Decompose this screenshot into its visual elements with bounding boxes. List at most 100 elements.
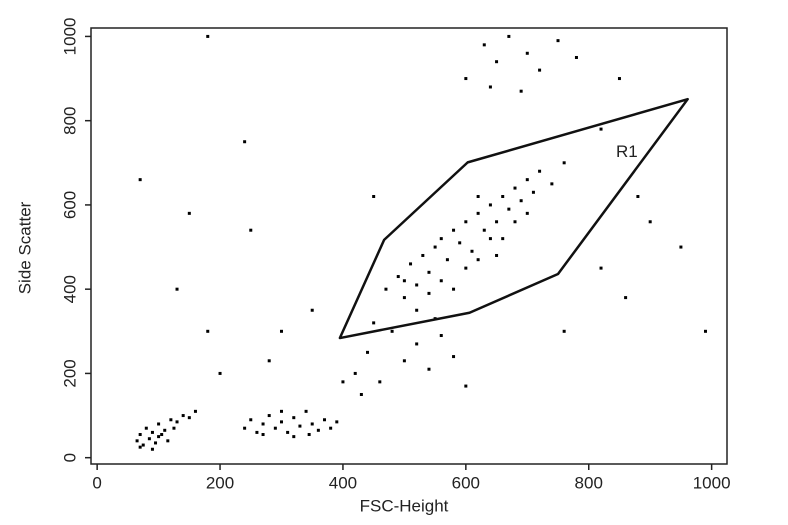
point [415,283,419,287]
gate-label: R1 [616,142,638,161]
point [187,416,191,420]
point [135,439,139,443]
point [599,127,603,131]
point [243,140,247,144]
point [495,60,499,64]
point [147,437,151,441]
point [464,77,468,81]
point [574,55,578,59]
point [172,426,176,430]
point [255,430,259,434]
point [329,426,333,430]
plot-frame [90,27,728,465]
x-tick-label: 800 [575,473,603,492]
point [531,190,535,194]
point [206,329,210,333]
y-tick-label: 600 [60,191,79,219]
point [525,51,529,55]
point [464,266,468,270]
point [138,178,142,182]
point [427,367,431,371]
point [476,258,480,262]
point [445,258,449,262]
point [427,270,431,274]
point [249,418,253,422]
point [144,426,148,430]
point [150,430,154,434]
point [402,279,406,283]
point [452,287,456,291]
point [488,203,492,207]
point [166,439,170,443]
point [384,287,388,291]
x-tick-label: 600 [452,473,480,492]
y-tick-label: 200 [60,359,79,387]
point [157,422,161,426]
gate-polygon [338,97,689,340]
point [310,308,314,312]
point [525,178,529,182]
point [636,195,640,199]
point [562,161,566,165]
point [679,245,683,249]
point [267,359,271,363]
point [163,428,167,432]
point [359,392,363,396]
point [538,169,542,173]
point [292,435,296,439]
x-axis-label: FSC-Height [360,496,449,515]
point [243,426,247,430]
point [648,220,652,224]
point [519,89,523,93]
y-tick-label: 800 [60,106,79,134]
point [464,384,468,388]
point [390,329,394,333]
point [175,287,179,291]
point [452,355,456,359]
x-tick-label: 1000 [693,473,731,492]
point [141,443,145,447]
point [307,433,311,437]
point [169,418,173,422]
point [323,418,327,422]
y-axis-label: Side Scatter [15,201,34,294]
point [150,447,154,451]
point [335,420,339,424]
point [617,77,621,81]
point [304,409,308,413]
x-tick-label: 400 [329,473,357,492]
point [415,308,419,312]
point [513,220,517,224]
point [366,350,370,354]
point [519,199,523,203]
point [470,249,474,253]
point [157,435,161,439]
point [599,266,603,270]
point [458,241,462,245]
point [550,182,554,186]
point [279,420,283,424]
point [562,329,566,333]
point [433,245,437,249]
point [482,43,486,47]
point [396,275,400,279]
point [476,211,480,215]
point [378,380,382,384]
point [507,34,511,38]
point [261,433,265,437]
point [513,186,517,190]
point [495,253,499,257]
point [703,329,707,333]
point [160,433,164,437]
y-tick-label: 400 [60,275,79,303]
point [261,422,265,426]
point [316,428,320,432]
point [501,237,505,241]
point [138,445,142,449]
point [298,424,302,428]
y-tick-label: 1000 [60,18,79,56]
point [218,371,222,375]
point [138,433,142,437]
x-tick-label: 200 [206,473,234,492]
